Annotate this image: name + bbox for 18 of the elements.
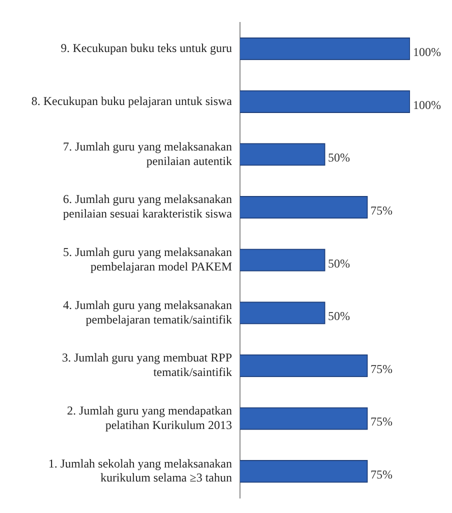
y-tick-label: 7. Jumlah guru yang melaksanakan penilaian autentik: [63, 139, 232, 168]
y-tick-label: 4. Jumlah guru yang melaksanakan pembelajaran tematik/saintifik: [63, 298, 232, 326]
data-label: 75%: [370, 362, 392, 376]
y-tick-label: 6. Jumlah guru yang melaksanakan penilaian sesuai karakteristik siswa: [63, 192, 233, 221]
y-tick-label: 8. Kecukupan buku pelajaran untuk siswa: [31, 94, 233, 108]
data-label: 100%: [413, 44, 441, 59]
y-tick-label: 9. Kecukupan buku teks untuk guru: [60, 40, 232, 55]
y-tick-label: 3. Jumlah guru yang membuat RPP tematik/saintifik: [62, 350, 232, 380]
data-label: 50%: [328, 256, 350, 270]
data-label: 75%: [370, 203, 392, 218]
y-tick-label: 5. Jumlah guru yang melaksanakan pembelajaran model PAKEM: [63, 245, 232, 274]
y-tick-label: 2. Jumlah guru yang mendapatkan pelatihan Kurikulum 2013: [67, 404, 232, 432]
data-label: 50%: [328, 150, 350, 165]
data-label: 75%: [370, 414, 392, 429]
data-label: 75%: [370, 468, 392, 482]
data-label: 50%: [328, 309, 350, 324]
y-tick-label: 1. Jumlah sekolah yang melaksanakan kurikulum selama ≥3 tahun: [48, 456, 232, 485]
data-label: 100%: [413, 98, 441, 112]
